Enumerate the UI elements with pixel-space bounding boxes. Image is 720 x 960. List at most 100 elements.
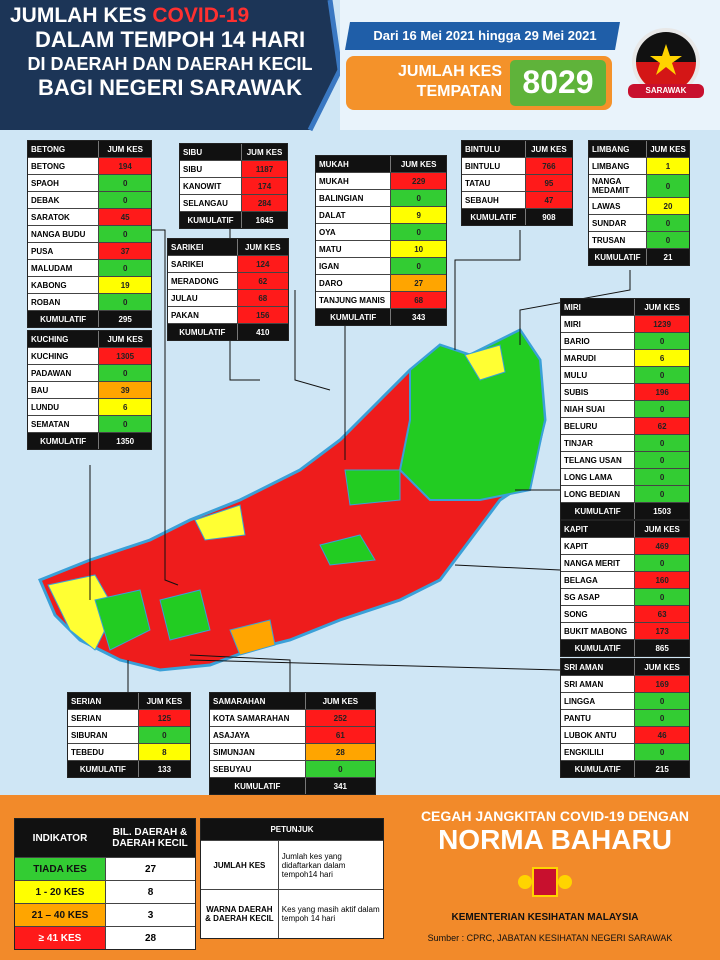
district-name: IGAN [316,258,392,274]
case-count: 196 [635,384,689,400]
column-header: JUM KES [245,242,281,252]
case-count: 0 [99,192,151,208]
table-header: MIRI JUM KES [561,299,689,315]
table-footer: KUMULATIF 133 [68,760,190,777]
crest [518,867,572,897]
district-name: SIMUNJAN [210,744,306,760]
table-footer: KUMULATIF 865 [561,639,689,656]
case-count: 27 [391,275,446,291]
guide-term: JUMLAH KES [201,841,279,889]
guide-title: PETUNJUK [201,819,383,840]
total-label: KUMULATIF [28,433,100,449]
case-count: 0 [635,710,689,726]
table-header: KAPIT JUM KES [561,521,689,537]
total-label: KUMULATIF [210,778,306,794]
case-count: 0 [391,258,446,274]
division-table: KUCHING JUM KES KUCHING 1305 PADAWAN 0 BAU 39 LU… [27,330,152,450]
table-row: TINJAR 0 [561,434,689,451]
total-label: KUMULATIF [28,311,100,327]
case-count: 20 [647,198,689,214]
guide-description: Jumlah kes yang didaftarkan dalam tempoh… [281,851,346,879]
district-name: TEBEDU [68,744,139,760]
district-name: NANGA MEDAMIT [589,175,647,197]
table-footer: KUMULATIF 410 [168,323,288,340]
district-name: SUBIS [561,384,636,400]
case-count: 0 [99,416,151,432]
legend-header: BIL. DAERAH & DAERAH KECIL [112,827,188,849]
total-value: 1645 [255,215,274,225]
title-highlight: COVID-19 [152,4,250,27]
slogan: CEGAH JANGKITAN COVID-19 DENGAN NORMA BA… [400,808,710,856]
table-row: LONG LAMA 0 [561,468,689,485]
table-row: BINTULU 766 [462,157,572,174]
district-name: SARIKEI [168,256,238,272]
table-row: SRI AMAN 169 [561,675,689,692]
division-table: KAPIT JUM KES KAPIT 469 NANGA MERIT 0 BELAGA 16… [560,520,690,657]
case-count: 39 [99,382,151,398]
table-row: TATAU 95 [462,174,572,191]
district-name: LUNDU [28,399,100,415]
map-region [319,534,376,566]
total-label: JUMLAH KES TEMPATAN [397,63,502,100]
table-row: DARO 27 [316,274,446,291]
total-value: 295 [118,314,132,324]
district-name: PANTU [561,710,636,726]
table-row: BUKIT MABONG 173 [561,622,689,639]
title-line: DI DAERAH DAN DAERAH KECIL [27,54,313,74]
case-count: 0 [99,294,151,310]
badge-label: SARAWAK [645,86,687,95]
division-name: SERIAN [68,693,139,709]
district-name: BETONG [28,158,100,174]
table-header: SIBU JUM KES [180,144,287,160]
date-range: Dari 16 Mei 2021 hingga 29 Mei 2021 [373,28,597,43]
district-name: KABONG [28,277,100,293]
case-count: 174 [242,178,287,194]
table-header: LIMBANG JUM KES [589,141,689,157]
table-row: SUBIS 196 [561,383,689,400]
district-name: LINGGA [561,693,636,709]
case-count: 156 [237,307,288,323]
division-name: MUKAH [316,156,392,172]
district-name: NANGA MERIT [561,555,636,571]
case-count: 68 [237,290,288,306]
division-name: KUCHING [28,331,100,347]
division-table: SRI AMAN JUM KES SRI AMAN 169 LINGGA 0 PANTU 0 L… [560,658,690,778]
total-value: 1503 [653,506,672,516]
table-row: MULU 0 [561,366,689,383]
title-line: BAGI NEGERI SARAWAK [37,75,303,100]
division-table: SAMARAHAN JUM KES KOTA SAMARAHAN 252 ASAJAYA… [209,692,376,795]
division-name: KAPIT [561,521,636,537]
table-row: SIBU 1187 [180,160,287,177]
table-row: OYA 0 [316,223,446,240]
district-name: KOTA SAMARAHAN [210,710,306,726]
case-count: 173 [635,623,689,639]
case-count: 229 [391,173,446,189]
table-row: TRUSAN 0 [589,231,689,248]
total-value: 8029 [522,64,594,100]
district-name: DEBAK [28,192,100,208]
legend-label: 21 – 40 KES [15,904,105,926]
legend-row: ≥ 41 KES 28 [15,926,195,949]
total-value: 410 [256,327,270,337]
district-name: NIAH SUAI [561,401,636,417]
case-count: 160 [635,572,689,588]
division-table: SARIKEI JUM KES SARIKEI 124 MERADONG 62 JULAU 6… [167,238,289,341]
table-row: LONG BEDIAN 0 [561,485,689,502]
table-row: BELURU 62 [561,417,689,434]
district-name: SRI AMAN [561,676,636,692]
map-region [229,619,276,656]
table-row: PADAWAN 0 [28,364,151,381]
table-row: ROBAN 0 [28,293,151,310]
district-name: ROBAN [28,294,100,310]
legend-count: 3 [105,904,195,926]
division-name: SARIKEI [168,239,238,255]
table-footer: KUMULATIF 908 [462,208,572,225]
table-row: KAPIT 469 [561,537,689,554]
column-header: JUM KES [531,144,567,154]
table-row: KANOWIT 174 [180,177,287,194]
district-name: BELAGA [561,572,636,588]
map-region [194,504,246,541]
case-count: 19 [99,277,151,293]
table-row: SEMATAN 0 [28,415,151,432]
